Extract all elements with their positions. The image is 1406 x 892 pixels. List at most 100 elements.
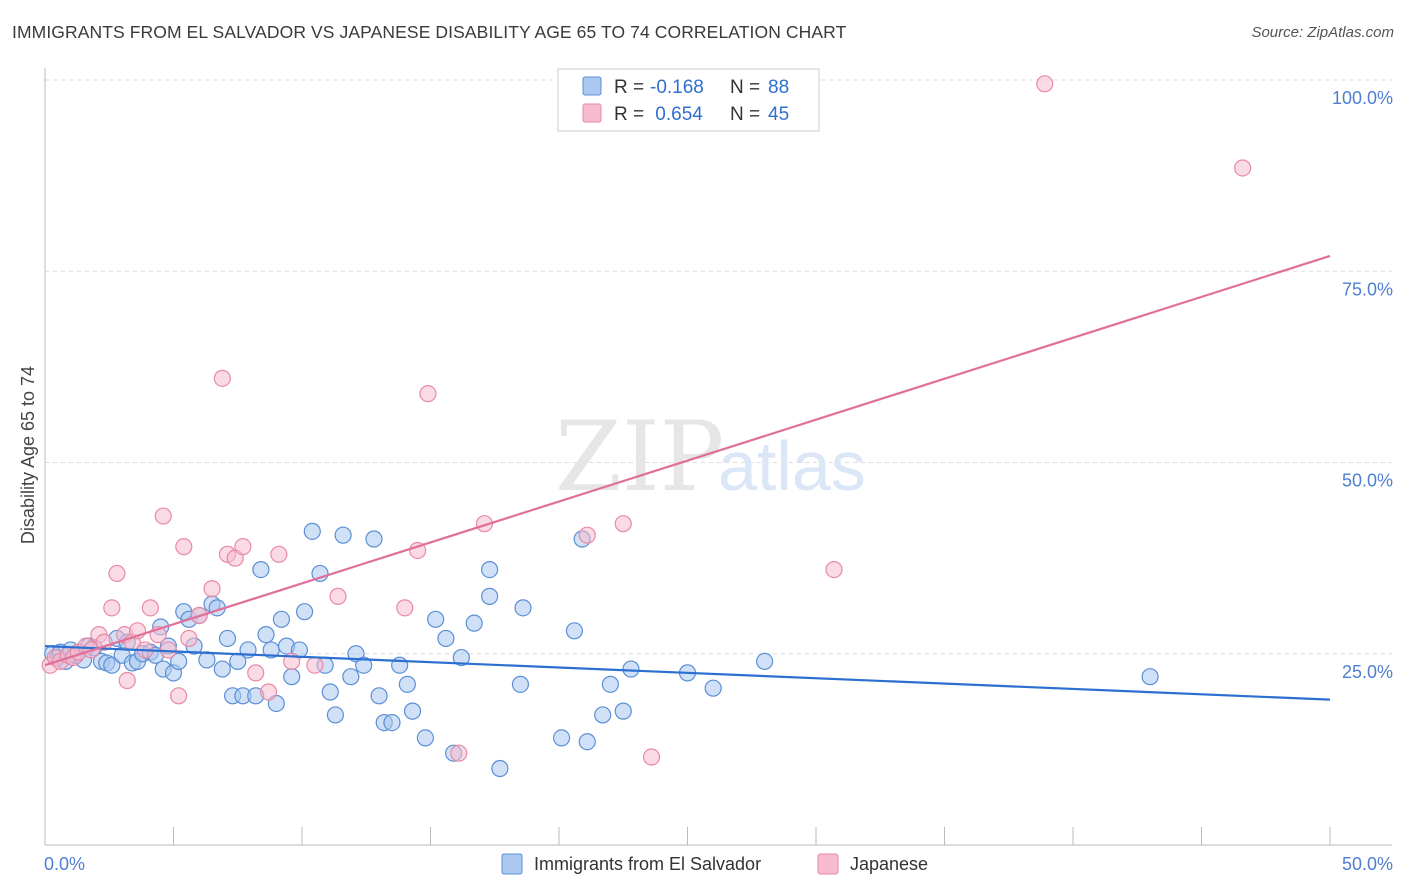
- data-point: [594, 706, 612, 724]
- data-point: [622, 660, 640, 678]
- data-point: [481, 587, 499, 605]
- data-point: [578, 526, 596, 544]
- series-legend: Immigrants from El Salvador Japanese: [501, 853, 928, 875]
- data-point: [295, 603, 314, 621]
- data-point: [334, 526, 352, 544]
- data-point: [1234, 159, 1252, 177]
- data-point: [234, 538, 252, 556]
- y-axis-label: Disability Age 65 to 74: [18, 366, 38, 544]
- data-point: [180, 629, 198, 648]
- data-point: [614, 702, 632, 720]
- trend-lines: [44, 254, 1331, 701]
- data-point: [755, 652, 774, 671]
- series-el-salvador: [44, 522, 1159, 778]
- data-point: [213, 660, 231, 678]
- data-point: [704, 679, 722, 697]
- data-point: [383, 713, 401, 732]
- stats-legend: R = -0.168 N = 88 R = 0.654 N = 45: [557, 68, 820, 132]
- data-point: [259, 683, 278, 701]
- data-point: [403, 702, 422, 720]
- legend-swatch-blue: [582, 76, 602, 96]
- gridlines: [45, 79, 1392, 655]
- data-point: [175, 538, 193, 556]
- data-point: [303, 522, 321, 540]
- y-tick-labels: 25.0% 50.0% 75.0% 100.0%: [1332, 88, 1393, 682]
- data-point: [614, 515, 632, 533]
- data-point: [306, 656, 324, 674]
- bottom-legend-label-blue: Immigrants from El Salvador: [534, 854, 761, 874]
- data-point: [252, 560, 270, 579]
- trend-line-japanese: [44, 254, 1331, 667]
- bottom-legend-label-pink: Japanese: [850, 854, 928, 874]
- legend-n-value-1: 88: [768, 77, 789, 98]
- watermark-atlas: atlas: [718, 427, 866, 505]
- legend-swatch-pink: [582, 103, 602, 123]
- bottom-legend-swatch-pink: [817, 853, 839, 875]
- data-point: [437, 629, 455, 648]
- data-point: [465, 614, 483, 632]
- y-tick-label: 25.0%: [1342, 662, 1393, 682]
- legend-r-label-2: R =: [614, 104, 644, 125]
- x-tick-label: 0.0%: [44, 854, 85, 874]
- data-point: [203, 580, 221, 598]
- legend-n-value-2: 45: [768, 104, 789, 125]
- data-point: [103, 599, 121, 617]
- data-point: [198, 651, 216, 669]
- data-point: [1036, 75, 1054, 93]
- data-point: [108, 564, 126, 583]
- data-point: [398, 675, 416, 693]
- data-point: [218, 629, 237, 648]
- data-point: [578, 733, 596, 751]
- data-point: [419, 385, 437, 403]
- data-point: [450, 744, 468, 762]
- data-point: [257, 626, 275, 644]
- data-point: [409, 541, 427, 560]
- legend-n-label-1: N =: [730, 77, 760, 98]
- x-tick-labels: 0.0% 50.0%: [44, 854, 1393, 874]
- y-tick-label: 50.0%: [1342, 471, 1393, 491]
- data-point: [491, 759, 509, 778]
- legend-r-value-1: -0.168: [650, 77, 704, 98]
- data-point: [365, 530, 383, 548]
- source-credit: Source: ZipAtlas.com: [1251, 24, 1394, 41]
- x-tick-label: 50.0%: [1342, 854, 1393, 874]
- data-point: [452, 648, 470, 667]
- data-point: [321, 683, 339, 701]
- data-point: [213, 369, 231, 387]
- data-point: [270, 545, 288, 563]
- y-tick-label: 100.0%: [1332, 88, 1393, 108]
- legend-n-label-2: N =: [730, 104, 760, 125]
- data-point: [370, 687, 388, 705]
- data-point: [552, 729, 571, 747]
- axes: [44, 68, 1392, 846]
- data-point: [141, 599, 159, 617]
- data-point: [170, 687, 188, 705]
- data-point: [355, 656, 373, 674]
- data-point: [326, 706, 345, 724]
- legend-r-label-1: R =: [614, 77, 644, 98]
- data-point: [283, 668, 301, 686]
- legend-r-value-2: 0.654: [650, 104, 703, 125]
- data-point: [511, 675, 530, 693]
- data-point: [825, 560, 843, 579]
- data-point: [103, 656, 121, 674]
- data-point: [396, 599, 414, 617]
- y-tick-label: 75.0%: [1342, 279, 1393, 299]
- data-point: [170, 652, 188, 671]
- data-point: [514, 599, 532, 617]
- data-point: [642, 748, 661, 766]
- chart-title: IMMIGRANTS FROM EL SALVADOR VS JAPANESE …: [12, 22, 847, 42]
- data-point: [427, 610, 445, 628]
- data-point: [565, 622, 584, 640]
- data-point: [601, 675, 620, 693]
- bottom-legend-swatch-blue: [501, 853, 523, 875]
- data-point: [1141, 668, 1159, 686]
- data-point: [329, 587, 347, 605]
- trend-line-el-salvador: [44, 645, 1331, 701]
- data-point: [416, 729, 434, 747]
- data-point: [154, 507, 172, 525]
- data-point: [272, 610, 291, 628]
- data-point: [118, 671, 136, 690]
- data-point: [342, 668, 360, 686]
